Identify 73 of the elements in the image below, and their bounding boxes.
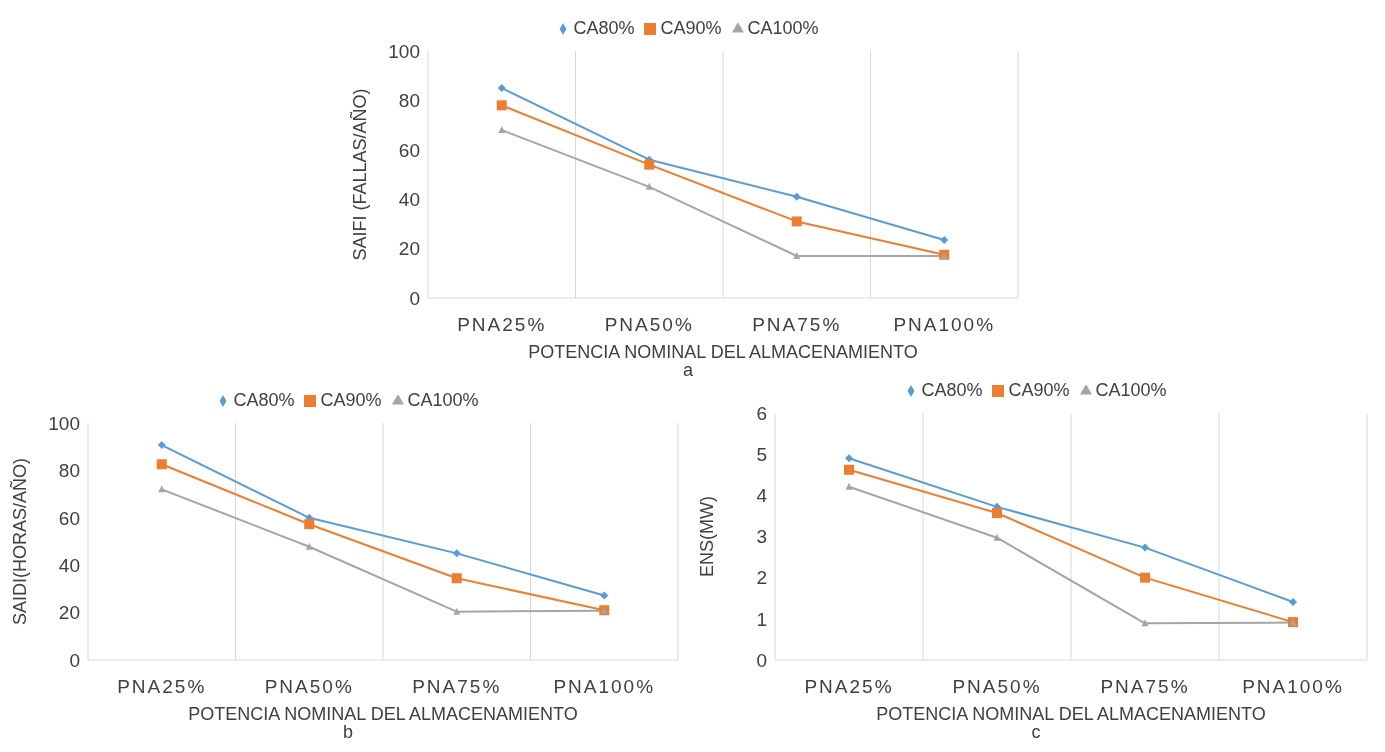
point (1140, 572, 1150, 583)
y-axis-title: SAIFI (FALLAS/AÑO) (349, 88, 371, 261)
point (497, 84, 506, 93)
y-tick-label: 100 (48, 412, 80, 434)
y-axis-title: ENS(MW) (697, 496, 718, 577)
y-tick-label: 20 (58, 602, 80, 624)
point (1141, 619, 1149, 627)
x-tick-label: PNA75% (412, 676, 502, 698)
legend-label: CA80% (921, 380, 983, 400)
x-tick-label: PNA50% (952, 676, 1042, 698)
legend-label: CA80% (233, 390, 295, 410)
point (644, 159, 655, 170)
legend-label: CA80% (573, 18, 635, 38)
point (451, 573, 462, 584)
x-tick-label: PNA25% (804, 676, 894, 698)
x-tick-label: PNA75% (1100, 676, 1190, 698)
legend-label: CA100% (407, 390, 479, 410)
text: b (342, 722, 354, 743)
point (496, 100, 507, 111)
x-tick-label: PNA25% (457, 314, 547, 336)
text: a (682, 360, 694, 381)
y-tick-label: 5 (756, 443, 767, 465)
x-tick-label: PNA25% (117, 676, 207, 698)
y-tick-label: 2 (756, 567, 767, 589)
y-tick-label: 20 (398, 238, 420, 260)
point (845, 454, 853, 463)
y-axis-title: SAIDI(HORAS/AÑO) (9, 457, 31, 626)
legend-label: CA90% (1008, 380, 1070, 400)
point (940, 235, 949, 244)
y-tick-label: 40 (398, 188, 420, 210)
y-tick-label: 3 (756, 526, 767, 548)
x-tick-label: PNA50% (264, 676, 354, 698)
point (992, 508, 1002, 519)
point (304, 519, 315, 530)
x-axis-title: POTENCIA NOMINAL DEL ALMACENAMIENTO (188, 704, 578, 724)
point (792, 192, 801, 201)
point (452, 549, 461, 558)
point (600, 591, 609, 600)
point (305, 542, 313, 550)
x-tick-label: PNA100% (893, 314, 996, 336)
text: c (1030, 722, 1042, 743)
x-axis-title: POTENCIA NOMINAL DEL ALMACENAMIENTO (528, 342, 918, 362)
point (791, 216, 802, 227)
point (1141, 543, 1149, 552)
y-tick-label: 60 (58, 507, 80, 529)
x-axis-title: POTENCIA NOMINAL DEL ALMACENAMIENTO (876, 704, 1266, 724)
legend-label: CA100% (1095, 380, 1167, 400)
x-tick-label: PNA50% (604, 314, 694, 336)
y-tick-label: 0 (756, 649, 767, 671)
point (993, 533, 1001, 541)
legend-label: CA90% (660, 18, 722, 38)
x-tick-label: PNA75% (752, 314, 842, 336)
point (453, 607, 461, 615)
x-tick-label: PNA100% (553, 676, 656, 698)
y-tick-label: 1 (756, 608, 767, 630)
y-tick-label: 60 (398, 139, 420, 161)
point (1289, 597, 1297, 606)
y-tick-label: 40 (58, 554, 80, 576)
y-tick-label: 80 (58, 460, 80, 482)
y-tick-label: 6 (756, 402, 767, 424)
y-tick-label: 80 (398, 90, 420, 112)
y-tick-label: 100 (388, 40, 420, 62)
point (156, 459, 167, 470)
legend-label: CA100% (747, 18, 819, 38)
legend-label: CA90% (320, 390, 382, 410)
point (845, 482, 853, 490)
y-tick-label: 0 (69, 649, 80, 671)
x-tick-label: PNA100% (1242, 676, 1344, 698)
y-tick-label: 0 (409, 287, 420, 309)
y-tick-label: 4 (756, 485, 768, 507)
point (157, 441, 166, 450)
point (645, 182, 653, 190)
point (844, 464, 854, 475)
